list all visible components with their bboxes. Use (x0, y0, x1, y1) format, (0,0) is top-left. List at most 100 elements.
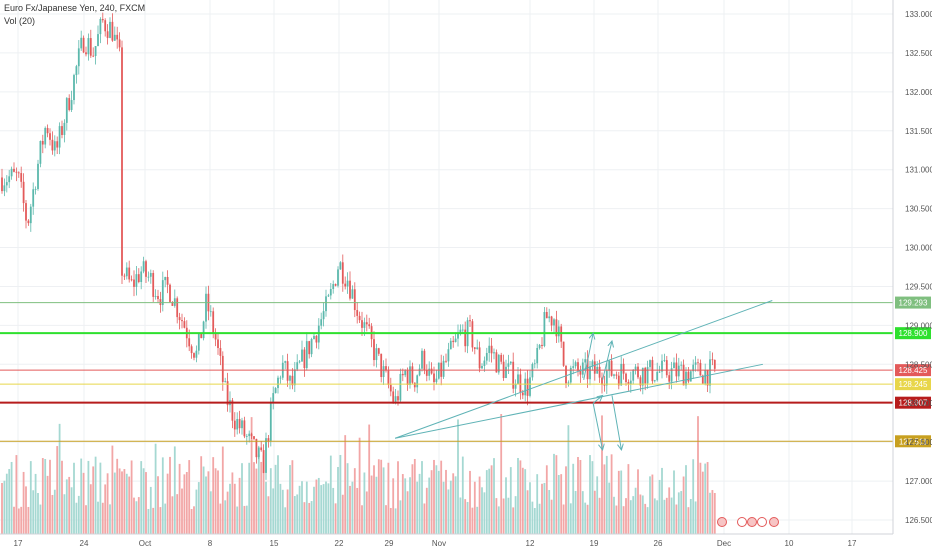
candle-body (430, 368, 433, 374)
volume-bar (296, 494, 299, 534)
volume-bar (553, 453, 555, 534)
event-marker-icon (717, 517, 727, 527)
volume-bar (75, 502, 78, 534)
candle-body (505, 366, 507, 378)
candle-body (34, 188, 37, 190)
x-tick-label: Oct (139, 539, 152, 548)
candle-body (574, 362, 577, 367)
volume-bar (145, 472, 147, 534)
volume-bar (344, 435, 347, 534)
volume-bar (581, 491, 584, 534)
candle-body (550, 316, 553, 326)
volume-bar (128, 476, 131, 534)
volume-bar (560, 474, 563, 534)
candle-body (80, 37, 83, 49)
volume-bar (32, 490, 35, 534)
volume-bar (279, 483, 282, 534)
candle-body (149, 272, 152, 277)
candle-body (37, 163, 39, 189)
volume-bar (111, 445, 114, 534)
candle-body (161, 280, 164, 306)
volume-bar (339, 454, 342, 534)
candle-body (401, 373, 404, 376)
volume-bar (495, 498, 498, 534)
candle-body (39, 141, 42, 164)
volume-bar (464, 499, 467, 534)
volume-bar (13, 506, 15, 534)
candle-body (375, 348, 378, 361)
volume-bar (217, 470, 219, 534)
volume-bar (361, 505, 363, 534)
volume-bar (356, 487, 359, 534)
volume-bar (421, 461, 423, 534)
chart-legend: Euro Fx/Japanese Yen, 240, FXCM Vol (20) (4, 2, 145, 28)
volume-bar (22, 471, 25, 534)
candle-body (399, 373, 402, 401)
y-tick-label: 131.000 (905, 166, 932, 175)
candle-body (46, 127, 49, 134)
volume-bar (454, 476, 457, 534)
volume-bar (315, 479, 318, 534)
candle-body (233, 420, 236, 430)
x-tick-label: Dec (717, 539, 731, 548)
projection-arrow (592, 395, 602, 404)
candle-body (541, 344, 543, 347)
volume-bar (512, 507, 515, 534)
candle-body (75, 66, 78, 76)
volume-bar (152, 507, 155, 534)
volume-bar (92, 466, 95, 534)
candle-body (627, 382, 630, 385)
x-tick-label: 10 (785, 539, 794, 548)
volume-bar (548, 490, 551, 534)
candle-body (572, 366, 575, 368)
candle-body (365, 322, 368, 325)
volume-bar (425, 487, 428, 534)
candle-body (272, 393, 275, 403)
candle-body (488, 345, 491, 353)
candle-body (181, 320, 183, 322)
volume-bar (622, 506, 625, 534)
volume-bar (226, 491, 229, 534)
candle-body (620, 363, 623, 386)
volume-bar (303, 502, 306, 534)
volume-bar (233, 483, 236, 534)
candle-body (661, 360, 663, 372)
volume-bar (536, 474, 539, 534)
candle-body (363, 322, 366, 328)
candle-body (459, 329, 462, 334)
volume-bar (610, 454, 613, 534)
candle-body (82, 37, 85, 53)
volume-bar (106, 473, 109, 534)
volume-bar (680, 491, 683, 534)
y-tick-label: 128.000 (905, 399, 932, 408)
candle-body (293, 369, 296, 386)
volume-bar (596, 476, 599, 534)
volume-bar (401, 474, 404, 534)
volume-bar (389, 507, 392, 534)
volume-bar (205, 476, 207, 534)
candle-body (243, 420, 246, 437)
volume-bar (149, 486, 152, 534)
volume-bar (224, 500, 227, 534)
projection-arrow (611, 395, 621, 449)
candle-body (709, 359, 711, 386)
candle-body (699, 362, 702, 376)
candle-body (49, 133, 51, 140)
volume-bar (517, 457, 519, 534)
y-tick-label: 126.500 (905, 516, 932, 525)
volume-bar (195, 489, 198, 534)
candle-body (329, 289, 332, 296)
candle-body (58, 126, 61, 148)
candle-body (421, 350, 423, 369)
volume-bar (697, 416, 699, 534)
candle-body (389, 384, 392, 392)
candle-body (296, 362, 299, 370)
volume-bar (267, 496, 270, 534)
volume-bar (56, 446, 59, 534)
candle-body (308, 341, 311, 355)
volume-bar (188, 460, 191, 534)
candle-body (303, 349, 306, 369)
volume-bar (253, 462, 255, 534)
candle-body (557, 326, 560, 337)
